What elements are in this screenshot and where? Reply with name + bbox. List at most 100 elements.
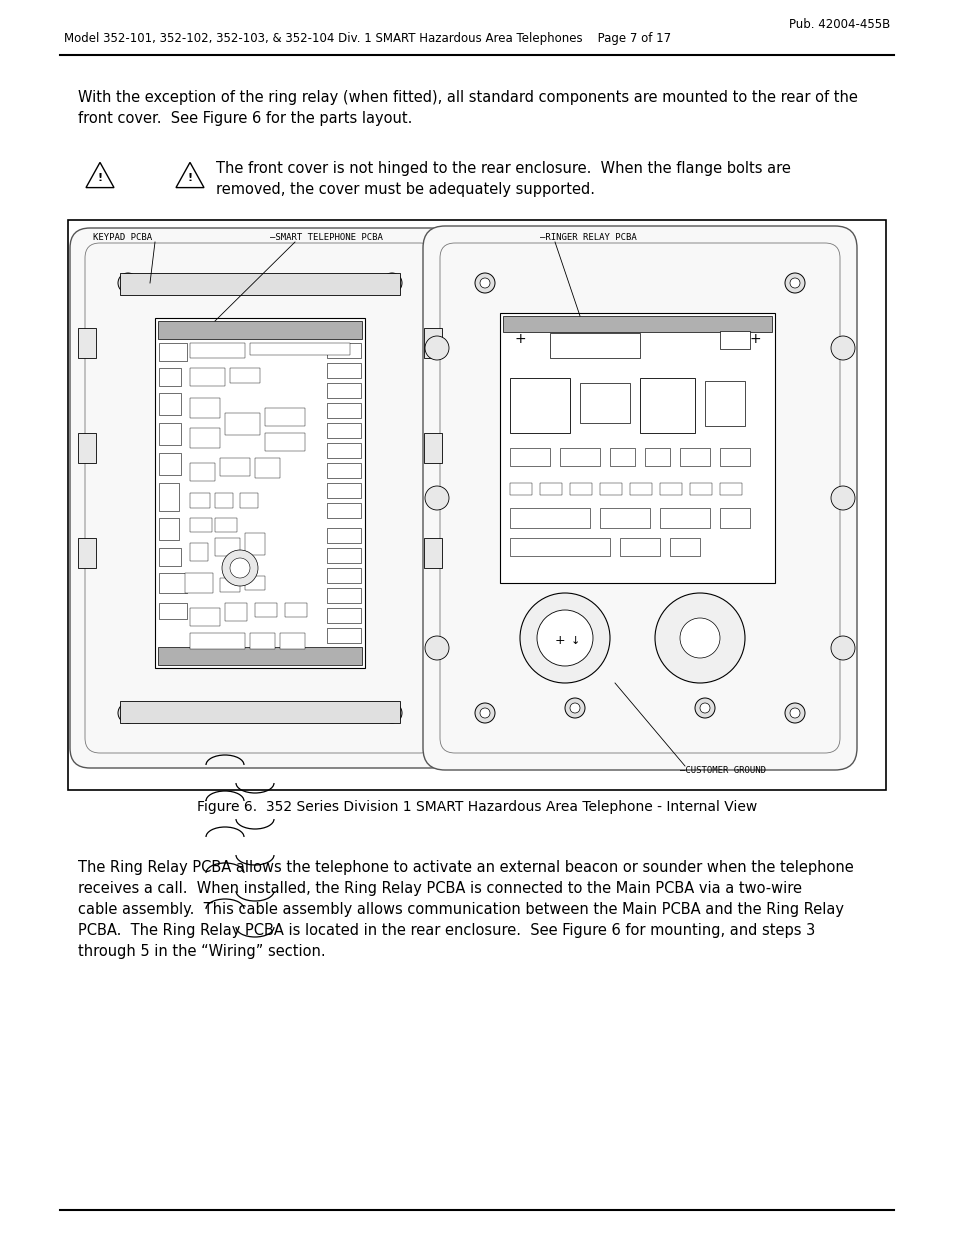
Bar <box>250 634 274 650</box>
Bar <box>159 368 181 387</box>
Bar <box>190 463 214 480</box>
Bar <box>510 378 569 433</box>
Circle shape <box>479 278 490 288</box>
Bar <box>190 608 220 626</box>
Circle shape <box>222 550 257 585</box>
Bar <box>190 493 210 508</box>
Circle shape <box>564 698 584 718</box>
Bar <box>285 603 307 618</box>
Bar <box>220 458 250 475</box>
Bar <box>599 508 649 529</box>
Circle shape <box>830 487 854 510</box>
Bar <box>265 408 305 426</box>
Bar <box>214 493 233 508</box>
Bar <box>225 412 260 435</box>
Bar <box>245 576 265 590</box>
Bar <box>569 483 592 495</box>
Bar <box>510 448 550 466</box>
Bar <box>327 629 360 643</box>
Text: !: ! <box>97 173 103 183</box>
Bar <box>120 701 399 722</box>
Circle shape <box>700 703 709 713</box>
Bar <box>327 529 360 543</box>
Circle shape <box>537 610 593 666</box>
Bar <box>214 538 240 556</box>
Bar <box>190 368 225 387</box>
Bar <box>190 543 208 561</box>
Bar <box>158 321 361 338</box>
Bar <box>159 424 181 445</box>
Bar <box>327 548 360 563</box>
Circle shape <box>230 558 250 578</box>
Circle shape <box>381 703 401 722</box>
Bar <box>78 329 96 358</box>
Bar <box>78 538 96 568</box>
Circle shape <box>424 487 449 510</box>
Text: +: + <box>554 635 565 647</box>
Circle shape <box>424 336 449 359</box>
Circle shape <box>519 593 609 683</box>
Bar <box>502 316 771 332</box>
Bar <box>159 343 187 361</box>
Bar <box>423 433 441 463</box>
Bar <box>720 508 749 529</box>
Bar <box>327 403 360 417</box>
Bar <box>280 634 305 650</box>
Bar <box>619 538 659 556</box>
Text: With the exception of the ring relay (when fitted), all standard components are : With the exception of the ring relay (wh… <box>78 90 857 126</box>
Bar <box>190 634 245 650</box>
Bar <box>327 503 360 517</box>
Bar <box>225 603 247 621</box>
Bar <box>327 383 360 398</box>
FancyBboxPatch shape <box>422 226 856 769</box>
Bar <box>720 483 741 495</box>
Bar <box>720 448 749 466</box>
Circle shape <box>479 708 490 718</box>
Bar <box>240 493 257 508</box>
Text: ↓: ↓ <box>570 636 579 646</box>
Circle shape <box>830 636 854 659</box>
Bar <box>190 398 220 417</box>
Circle shape <box>118 703 138 722</box>
Circle shape <box>123 278 132 288</box>
Bar <box>265 433 305 451</box>
Bar <box>190 429 220 448</box>
Bar <box>159 548 181 566</box>
Text: +: + <box>748 332 760 346</box>
Circle shape <box>475 703 495 722</box>
Bar <box>629 483 651 495</box>
Text: KEYPAD PCBA: KEYPAD PCBA <box>92 233 152 242</box>
Text: +: + <box>514 332 525 346</box>
Bar <box>550 333 639 358</box>
Circle shape <box>123 708 132 718</box>
Bar <box>159 517 179 540</box>
Bar <box>510 538 609 556</box>
Bar <box>579 383 629 424</box>
Text: !: ! <box>187 173 193 183</box>
Circle shape <box>830 336 854 359</box>
Bar <box>154 317 365 668</box>
Bar <box>245 534 265 555</box>
Bar <box>327 463 360 478</box>
Text: —CUSTOMER GROUND: —CUSTOMER GROUND <box>679 766 765 776</box>
Bar <box>679 448 709 466</box>
Bar <box>120 273 399 295</box>
Bar <box>599 483 621 495</box>
Bar <box>423 538 441 568</box>
Circle shape <box>569 703 579 713</box>
Circle shape <box>475 273 495 293</box>
Bar <box>659 508 709 529</box>
Bar <box>327 343 360 358</box>
Bar <box>609 448 635 466</box>
Bar <box>423 329 441 358</box>
Bar <box>327 424 360 438</box>
Text: —RINGER RELAY PCBA: —RINGER RELAY PCBA <box>539 233 636 242</box>
Bar <box>327 363 360 378</box>
Bar <box>159 393 181 415</box>
Bar <box>254 458 280 478</box>
Text: Pub. 42004-455B: Pub. 42004-455B <box>788 19 889 31</box>
Bar <box>327 483 360 498</box>
Text: Model 352-101, 352-102, 352-103, & 352-104 Div. 1 SMART Hazardous Area Telephone: Model 352-101, 352-102, 352-103, & 352-1… <box>64 32 670 44</box>
Bar <box>669 538 700 556</box>
Circle shape <box>655 593 744 683</box>
